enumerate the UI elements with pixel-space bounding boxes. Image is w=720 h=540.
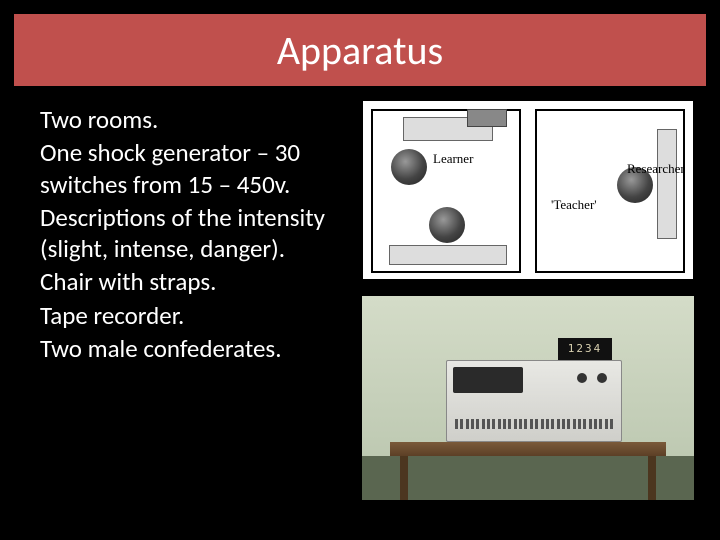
generator-switch-icon <box>610 419 613 429</box>
table-leg-icon <box>400 456 408 500</box>
title-bar: Apparatus <box>14 14 706 86</box>
researcher-room <box>535 109 685 273</box>
generator-switch-icon <box>605 419 608 429</box>
teacher-label: 'Teacher' <box>551 197 597 213</box>
body-line: One shock generator – 30 switches from 1… <box>40 137 340 200</box>
generator-switch-icon <box>557 419 560 429</box>
teacher-icon <box>429 207 465 243</box>
generator-switch-icon <box>535 419 538 429</box>
generator-knob-icon <box>597 373 607 383</box>
generator-switch-icon <box>599 419 602 429</box>
generator-knob-icon <box>577 373 587 383</box>
shock-generator <box>446 360 622 442</box>
body-line: Two rooms. <box>40 104 340 135</box>
generator-switch-icon <box>466 419 469 429</box>
generator-switch-row <box>455 419 613 429</box>
generator-switch-icon <box>594 419 597 429</box>
body-line: Descriptions of the intensity (slight, i… <box>40 202 340 265</box>
generator-switch-icon <box>567 419 570 429</box>
generator-switch-icon <box>471 419 474 429</box>
generator-switch-icon <box>519 419 522 429</box>
generator-switch-icon <box>514 419 517 429</box>
generator-switch-icon <box>476 419 479 429</box>
teacher-desk <box>389 245 507 265</box>
generator-switch-icon <box>455 419 458 429</box>
generator-switch-icon <box>503 419 506 429</box>
generator-switch-icon <box>546 419 549 429</box>
generator-switch-icon <box>541 419 544 429</box>
generator-switch-icon <box>530 419 533 429</box>
table-leg-icon <box>648 456 656 500</box>
body-line: Two male confederates. <box>40 333 340 364</box>
body-line: Tape recorder. <box>40 300 340 331</box>
generator-switch-icon <box>487 419 490 429</box>
researcher-label: Researcher <box>627 161 685 177</box>
learner-room: Learner <box>371 109 521 273</box>
learner-label: Learner <box>433 151 473 167</box>
generator-switch-icon <box>498 419 501 429</box>
generator-switch-icon <box>589 419 592 429</box>
generator-switch-icon <box>524 419 527 429</box>
photo-table <box>390 442 666 456</box>
generator-switch-icon <box>551 419 554 429</box>
generator-switch-icon <box>573 419 576 429</box>
body-text-block: Two rooms. One shock generator – 30 swit… <box>40 104 340 366</box>
generator-switch-icon <box>460 419 463 429</box>
generator-switch-icon <box>482 419 485 429</box>
generator-panel-icon <box>453 367 523 393</box>
experiment-diagram: Learner 'Teacher' Researcher <box>362 100 694 280</box>
learner-icon <box>391 149 427 185</box>
generator-switch-icon <box>583 419 586 429</box>
researcher-desk <box>657 129 677 239</box>
body-line: Chair with straps. <box>40 266 340 297</box>
generator-switch-icon <box>492 419 495 429</box>
shock-generator-photo: 1234 <box>362 296 694 500</box>
generator-switch-icon <box>562 419 565 429</box>
generator-switch-icon <box>578 419 581 429</box>
shock-apparatus-icon <box>467 109 507 127</box>
slide-title: Apparatus <box>277 26 443 75</box>
photo-floor <box>362 456 694 500</box>
generator-switch-icon <box>508 419 511 429</box>
generator-display: 1234 <box>558 338 612 360</box>
